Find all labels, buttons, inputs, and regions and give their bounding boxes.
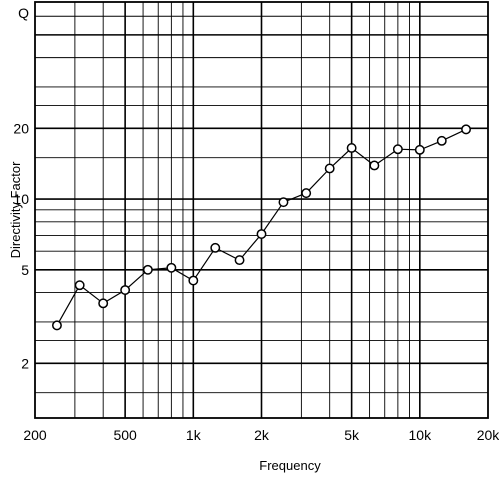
y-tick-label: 5 — [21, 262, 29, 278]
y-tick-label: Q — [18, 5, 29, 21]
data-point — [461, 124, 471, 135]
y-tick-label: 2 — [21, 355, 29, 371]
data-point — [436, 135, 447, 146]
x-tick-label: 2k — [254, 427, 270, 443]
data-point — [278, 197, 289, 208]
data-point — [52, 320, 62, 331]
data-point — [74, 280, 85, 291]
data-point — [324, 163, 335, 174]
x-axis-label: Frequency — [259, 458, 321, 473]
data-point — [301, 188, 312, 199]
plot-frame — [34, 1, 489, 419]
y-tick-label: 20 — [13, 120, 29, 136]
data-point — [234, 255, 245, 266]
data-point — [166, 262, 177, 273]
grid — [35, 2, 488, 418]
data-point — [210, 242, 221, 253]
y-tick-label: 10 — [13, 191, 29, 207]
x-tick-label: 20k — [477, 427, 499, 443]
data-markers — [52, 124, 471, 331]
data-point — [188, 275, 199, 286]
x-tick-label: 10k — [409, 427, 433, 443]
x-tick-label: 5k — [344, 427, 360, 443]
data-point — [142, 264, 153, 275]
data-point — [392, 144, 403, 155]
x-tick-label: 200 — [23, 427, 47, 443]
x-tick-label: 500 — [113, 427, 137, 443]
x-tick-label: 1k — [186, 427, 202, 443]
tick-labels: 200 500 1k 2k 5k 10k 20k 2 5 10 20 Q — [13, 5, 499, 443]
data-point — [120, 285, 131, 296]
data-point — [369, 160, 380, 171]
y-axis-label: Directivity Factor — [8, 161, 23, 258]
data-point — [98, 298, 109, 309]
data-point — [256, 229, 267, 239]
data-point — [346, 143, 357, 153]
data-point — [414, 144, 425, 155]
